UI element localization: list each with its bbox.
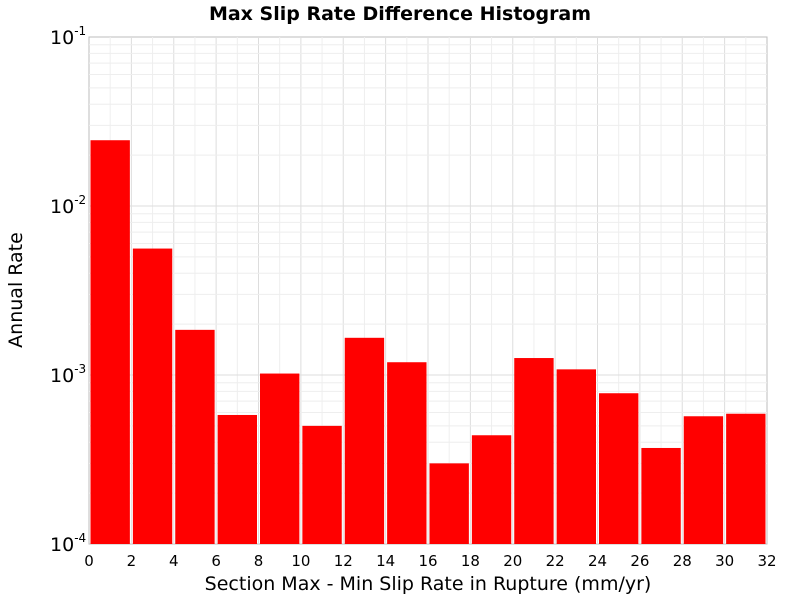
histogram-bar xyxy=(726,413,766,544)
x-tick-label: 16 xyxy=(418,552,437,570)
y-tick-label: 10-4 xyxy=(50,531,86,556)
y-tick-label: 10-1 xyxy=(50,24,86,49)
x-tick-label: 12 xyxy=(334,552,353,570)
x-tick-label: 32 xyxy=(757,552,776,570)
x-tick-label: 10 xyxy=(291,552,310,570)
x-tick-label: 18 xyxy=(461,552,480,570)
histogram-bar xyxy=(471,435,512,544)
y-tick-label: 10-3 xyxy=(50,362,86,387)
histogram-bar xyxy=(260,373,300,544)
chart-title: Max Slip Rate Difference Histogram xyxy=(209,3,591,25)
histogram-bar xyxy=(175,329,215,544)
x-tick-label: 20 xyxy=(503,552,522,570)
x-tick-label: 6 xyxy=(211,552,221,570)
histogram-bar xyxy=(217,414,257,544)
y-axis-label: Annual Rate xyxy=(5,232,27,348)
x-axis-label: Section Max - Min Slip Rate in Rupture (… xyxy=(205,573,652,595)
x-tick-label: 28 xyxy=(673,552,692,570)
histogram-bar xyxy=(387,362,427,544)
x-tick-label: 4 xyxy=(169,552,179,570)
histogram-bar xyxy=(90,140,130,544)
histogram-bar xyxy=(641,447,681,544)
histogram-bar xyxy=(683,416,724,544)
histogram-bar xyxy=(302,425,342,544)
histogram-bar xyxy=(514,358,554,544)
x-tick-label: 2 xyxy=(127,552,137,570)
histogram-bar xyxy=(344,337,385,544)
histogram-bar xyxy=(429,463,469,544)
histogram-bar xyxy=(132,248,173,545)
x-tick-label: 22 xyxy=(546,552,565,570)
histogram-bar xyxy=(556,369,596,544)
x-tick-label: 8 xyxy=(254,552,264,570)
x-tick-label: 26 xyxy=(630,552,649,570)
x-tick-label: 0 xyxy=(84,552,94,570)
x-tick-label: 14 xyxy=(376,552,395,570)
bars-group xyxy=(90,140,766,545)
y-tick-labels: 10-4 10-3 10-2 10-1 xyxy=(50,24,86,556)
x-tick-label: 24 xyxy=(588,552,607,570)
x-tick-label: 30 xyxy=(715,552,734,570)
y-tick-label: 10-2 xyxy=(50,193,86,218)
histogram-bar xyxy=(599,393,639,544)
x-tick-labels: 0 2 4 6 8 10 12 14 16 18 20 22 24 26 28 30 32 xyxy=(84,552,776,570)
